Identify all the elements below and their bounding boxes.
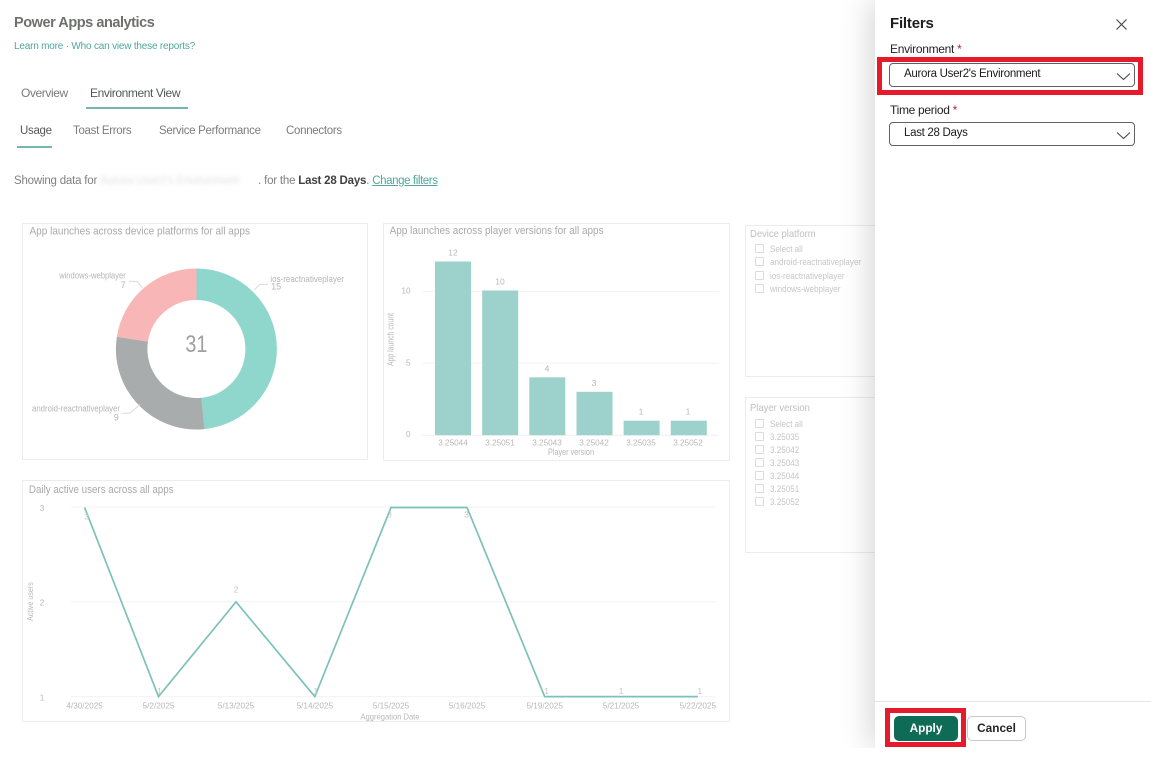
svg-text:App launches across device pla: App launches across device platforms for…	[30, 226, 251, 238]
svg-text:ios-reactnativeplayer: ios-reactnativeplayer	[270, 274, 344, 284]
svg-text:4: 4	[545, 363, 550, 373]
svg-text:windows-webplayer: windows-webplayer	[58, 270, 126, 280]
svg-text:App launches across player ver: App launches across player versions for …	[390, 225, 604, 237]
svg-text:3: 3	[464, 511, 469, 520]
svg-text:5/13/2025: 5/13/2025	[218, 702, 255, 711]
svg-text:10: 10	[401, 286, 411, 295]
svg-text:5/22/2025: 5/22/2025	[680, 702, 717, 711]
svg-text:3.25042: 3.25042	[579, 439, 609, 448]
svg-text:3.25043: 3.25043	[532, 439, 562, 448]
svg-text:1: 1	[686, 407, 691, 417]
svg-text:Aggregation Date: Aggregation Date	[361, 712, 420, 722]
svg-text:1: 1	[157, 687, 162, 696]
svg-text:1: 1	[40, 693, 45, 702]
svg-text:0: 0	[406, 430, 411, 439]
svg-text:3.25035: 3.25035	[626, 439, 656, 448]
svg-text:1: 1	[314, 687, 319, 696]
svg-text:2: 2	[234, 586, 239, 595]
svg-text:3: 3	[84, 513, 89, 522]
svg-text:3.25052: 3.25052	[673, 439, 703, 448]
svg-text:1: 1	[639, 407, 644, 417]
svg-text:5/14/2025: 5/14/2025	[297, 702, 334, 711]
svg-text:Daily active users across all: Daily active users across all apps	[29, 484, 174, 496]
svg-text:5/16/2025: 5/16/2025	[449, 702, 486, 711]
svg-text:Active users: Active users	[25, 582, 35, 621]
svg-text:3: 3	[592, 378, 597, 388]
svg-text:App launch count: App launch count	[386, 313, 396, 366]
svg-text:1: 1	[544, 687, 549, 696]
svg-text:5/19/2025: 5/19/2025	[526, 702, 563, 711]
svg-text:3.25051: 3.25051	[485, 439, 515, 448]
svg-text:7: 7	[121, 280, 126, 290]
svg-text:31: 31	[185, 331, 207, 358]
svg-text:1: 1	[698, 687, 703, 696]
svg-text:15: 15	[271, 282, 281, 292]
svg-text:2: 2	[40, 599, 45, 608]
svg-text:3: 3	[387, 511, 392, 520]
svg-text:3: 3	[40, 504, 45, 513]
svg-text:5/2/2025: 5/2/2025	[143, 702, 175, 711]
svg-text:4/30/2025: 4/30/2025	[66, 702, 103, 711]
svg-text:android-reactnativeplayer: android-reactnativeplayer	[32, 404, 120, 414]
svg-text:3.25044: 3.25044	[438, 439, 468, 448]
svg-text:12: 12	[448, 248, 458, 258]
svg-text:5: 5	[406, 358, 411, 367]
svg-text:5/15/2025: 5/15/2025	[373, 702, 410, 711]
svg-text:5/21/2025: 5/21/2025	[603, 702, 640, 711]
svg-text:1: 1	[619, 687, 624, 696]
svg-text:9: 9	[114, 412, 119, 422]
svg-text:Player version: Player version	[548, 447, 594, 457]
svg-text:10: 10	[495, 277, 505, 287]
